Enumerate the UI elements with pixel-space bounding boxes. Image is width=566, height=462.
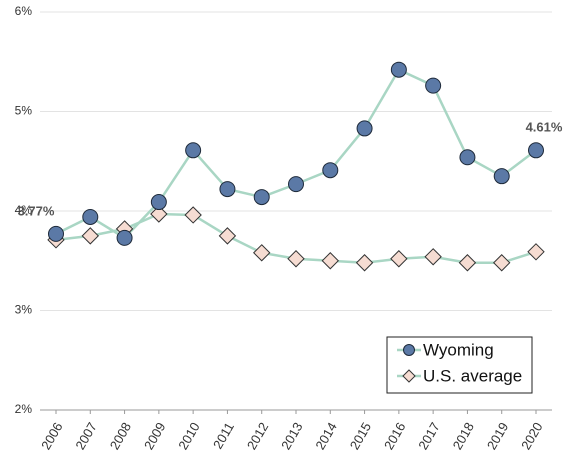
x-tick-label: 2015 bbox=[347, 420, 374, 453]
point bbox=[48, 225, 64, 242]
x-tick-label: 2016 bbox=[381, 420, 408, 453]
point bbox=[424, 248, 442, 266]
x-tick-label: 2020 bbox=[518, 420, 545, 453]
point bbox=[355, 254, 374, 272]
point bbox=[185, 142, 202, 159]
point bbox=[425, 77, 442, 94]
y-tick-label: 2% bbox=[15, 402, 33, 416]
x-tick-label: 2011 bbox=[210, 420, 237, 452]
x-tick-label: 2006 bbox=[38, 420, 65, 453]
data-label: 3.77% bbox=[18, 203, 55, 218]
point bbox=[322, 162, 339, 179]
x-tick-label: 2019 bbox=[484, 420, 511, 453]
point bbox=[218, 227, 237, 245]
point bbox=[390, 250, 408, 268]
point bbox=[493, 254, 511, 272]
point bbox=[253, 244, 271, 262]
legend-marker bbox=[403, 344, 415, 356]
x-tick-label: 2012 bbox=[244, 420, 271, 453]
point bbox=[219, 181, 236, 198]
point bbox=[287, 250, 305, 268]
point bbox=[458, 254, 477, 272]
x-tick-label: 2007 bbox=[72, 420, 99, 453]
x-tick-label: 2009 bbox=[141, 420, 168, 453]
legend-label: Wyoming bbox=[423, 340, 494, 359]
x-tick-label: 2014 bbox=[312, 420, 339, 453]
x-tick-label: 2018 bbox=[450, 420, 477, 453]
y-tick-label: 6% bbox=[15, 4, 33, 18]
point bbox=[528, 142, 544, 159]
x-tick-label: 2008 bbox=[107, 420, 134, 453]
point bbox=[288, 176, 304, 193]
y-tick-label: 5% bbox=[15, 104, 33, 118]
point bbox=[493, 168, 510, 185]
legend: Wyoming U.S. average bbox=[386, 336, 533, 394]
legend-marker bbox=[402, 369, 416, 383]
point bbox=[527, 243, 545, 261]
point bbox=[184, 206, 202, 224]
point bbox=[321, 252, 339, 270]
point bbox=[116, 229, 133, 246]
x-tick-label: 2010 bbox=[175, 420, 202, 453]
x-tick-label: 2013 bbox=[278, 420, 305, 453]
x-tick-label: 2017 bbox=[415, 420, 442, 453]
point bbox=[459, 149, 476, 166]
legend-label: U.S. average bbox=[423, 366, 522, 385]
point bbox=[150, 194, 167, 211]
y-tick-label: 4% bbox=[15, 203, 33, 217]
point bbox=[150, 205, 168, 223]
data-label: 4.61% bbox=[526, 120, 563, 135]
point bbox=[390, 61, 407, 78]
point bbox=[81, 227, 99, 245]
point bbox=[253, 189, 270, 206]
y-tick-label: 3% bbox=[15, 303, 33, 317]
point bbox=[82, 208, 99, 225]
point bbox=[356, 120, 373, 137]
